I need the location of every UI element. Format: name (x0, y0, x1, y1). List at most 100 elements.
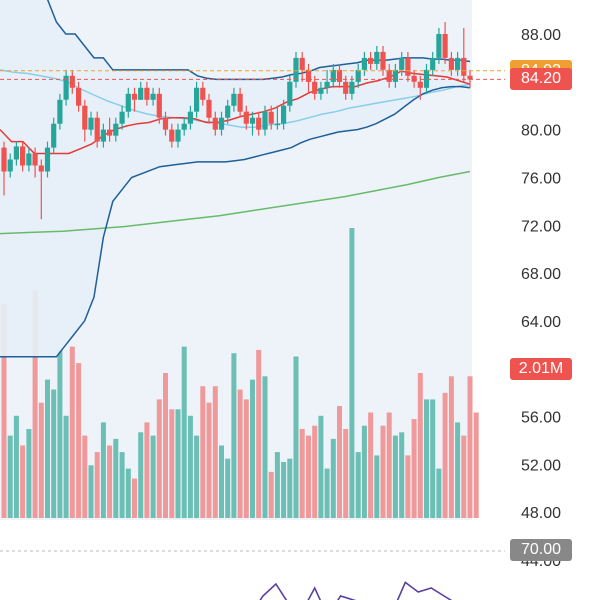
candle-body (249, 117, 256, 124)
volume-bar (455, 422, 461, 518)
candle-body (51, 123, 57, 148)
candle-body (461, 57, 467, 76)
candle-body (293, 57, 299, 82)
volume-bar (430, 399, 436, 518)
volume-bar (88, 465, 94, 518)
ma-long-line (0, 170, 471, 235)
volume-bar (132, 478, 137, 518)
candle-body (38, 165, 44, 172)
candle-body (324, 81, 330, 88)
y-tick-label: 48.00 (521, 505, 561, 522)
candle-body (138, 87, 144, 100)
candle-body (162, 117, 169, 130)
candle-body (343, 81, 349, 94)
volume-bar (424, 399, 429, 518)
candle-body (57, 99, 63, 124)
current-price-tag: 84.20 (510, 68, 572, 91)
volume-bar (113, 438, 119, 518)
volume-bar (355, 452, 361, 518)
candle-body (380, 51, 386, 70)
volume-bar (144, 422, 150, 518)
candle-body (218, 117, 225, 130)
candle-body (187, 111, 193, 124)
volume-bar (7, 435, 13, 518)
volume-bar (262, 376, 268, 518)
bollinger-lower-line (0, 85, 471, 358)
candle-body (88, 117, 94, 130)
volume-bar (38, 402, 44, 518)
candle-body (336, 69, 343, 82)
candle-body (169, 129, 175, 142)
volume-bar (26, 429, 32, 518)
candle-body (212, 117, 218, 130)
candle-body (386, 69, 392, 82)
candle-body (94, 117, 100, 142)
volume-bar (318, 415, 324, 518)
candle-body (194, 87, 200, 112)
candle-body (200, 87, 206, 100)
candle-body (156, 93, 162, 118)
candle-body (256, 117, 262, 130)
volume-bar (219, 445, 224, 518)
candle-body (63, 75, 69, 100)
volume-bar (256, 349, 262, 518)
volume-bar (312, 425, 318, 518)
candle-body (7, 159, 13, 172)
volume-bar (212, 386, 218, 518)
candle-body (436, 34, 442, 58)
y-tick-label: 64.00 (521, 314, 561, 331)
candle-body (243, 111, 249, 124)
volume-bar (442, 392, 448, 518)
volume-bar (125, 468, 131, 518)
volume-bar (374, 455, 380, 518)
volume-bar (194, 435, 200, 518)
volume-bar (69, 346, 75, 518)
volume-bar (32, 290, 38, 518)
candlesticks (1, 22, 473, 220)
candle-body (368, 57, 374, 64)
candle-body (1, 147, 7, 172)
candle-body (26, 153, 32, 166)
volume-bar (361, 425, 367, 518)
y-axis: 88.0084.0080.0076.0072.0068.0064.0060.00… (521, 27, 561, 570)
volume-bar (448, 376, 454, 518)
volume-bar (411, 419, 417, 518)
volume-bar (169, 409, 175, 519)
candle-body (225, 105, 231, 118)
volume-bar (330, 438, 336, 518)
volume-bar (368, 412, 374, 518)
candle-body (262, 111, 268, 130)
candle-body (287, 81, 293, 106)
volume-bar (268, 471, 274, 518)
volume-bar (461, 435, 467, 518)
volume-bar (243, 399, 249, 518)
y-tick-label: 68.00 (521, 266, 561, 283)
candle-body (349, 81, 355, 94)
volume-bar (237, 389, 243, 518)
candle-body (82, 105, 88, 130)
volume-bar (20, 445, 26, 518)
volume-bar (324, 468, 330, 518)
candle-body (150, 93, 156, 100)
volume-bar (343, 429, 349, 518)
volume-bar (225, 458, 231, 518)
candle-body (430, 57, 436, 70)
volume-bar (399, 432, 405, 518)
candle-body (113, 123, 119, 136)
candle-body (355, 69, 361, 82)
volume-bar (281, 462, 287, 518)
volume-bars (1, 228, 479, 519)
candle-body (318, 87, 324, 94)
candle-body (69, 75, 75, 88)
candle-body (281, 105, 287, 124)
candle-body (374, 51, 380, 64)
volume-bar (337, 406, 342, 518)
candle-body (417, 81, 423, 88)
candle-body (330, 69, 336, 82)
volume-bar (175, 409, 181, 519)
candle-body (274, 123, 280, 126)
volume-bar (150, 435, 156, 518)
volume-bar (82, 435, 88, 518)
volume-bar (405, 455, 411, 518)
